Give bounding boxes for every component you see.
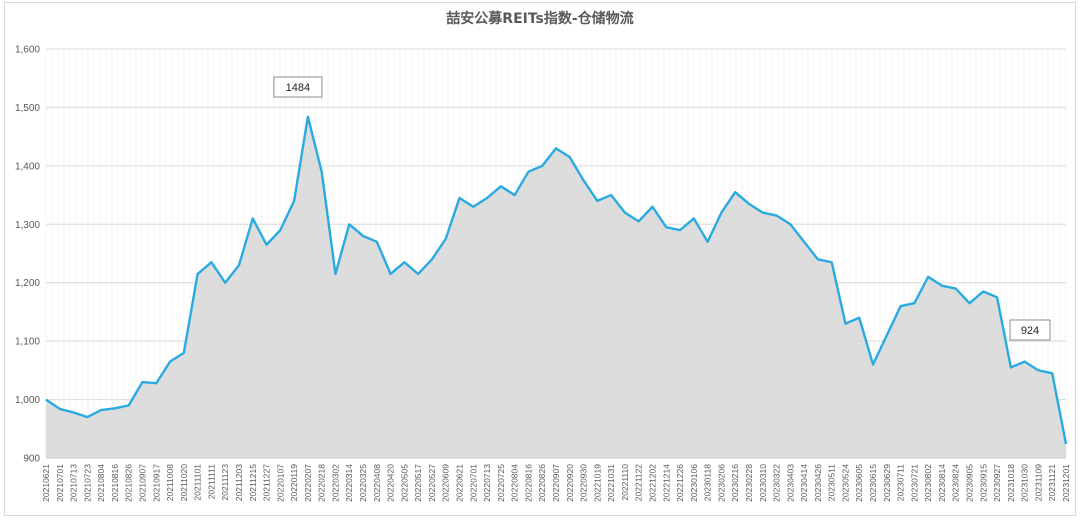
annotation-box: [1009, 319, 1051, 341]
x-tick-label: 20231109: [1033, 464, 1043, 501]
x-tick-label: 20211123: [220, 464, 230, 501]
x-tick-label: 20220930: [579, 464, 589, 502]
x-tick-label: 20230228: [744, 464, 754, 502]
x-tick-label: 20220119: [289, 464, 299, 501]
x-tick-label: 20220621: [455, 464, 465, 502]
x-tick-label: 20220408: [372, 464, 382, 502]
x-tick-label: 20211020: [179, 464, 189, 501]
x-tick-label: 20221202: [647, 464, 657, 502]
annotation-label: 924: [1021, 325, 1039, 337]
x-tick-label: 20221031: [606, 464, 616, 502]
x-tick-label: 20230802: [923, 464, 933, 502]
x-tick-label: 20220725: [496, 464, 506, 502]
x-tick-label: 20211008: [165, 464, 175, 501]
x-tick-label: 20231030: [1020, 464, 1030, 502]
x-tick-label: 20230414: [799, 464, 809, 502]
x-tick-label: 20210816: [110, 464, 120, 502]
x-tick-label: 20230426: [813, 464, 823, 502]
x-tick-label: 20211111: [206, 464, 216, 500]
y-tick-label: 1,500: [15, 103, 40, 114]
x-tick-label: 20230322: [772, 464, 782, 502]
x-tick-label: 20210907: [137, 464, 147, 502]
x-tick-label: 20230905: [965, 464, 975, 502]
x-tick-label: 20211215: [248, 464, 258, 501]
y-tick-label: 1,600: [15, 45, 40, 56]
x-tick-label: 20220701: [468, 464, 478, 502]
x-tick-label: 20230206: [716, 464, 726, 502]
x-tick-label: 20220314: [344, 464, 354, 502]
x-tick-label: 20210826: [124, 464, 134, 502]
x-tick-label: 20210621: [41, 464, 51, 502]
series-area: [46, 116, 1066, 458]
y-tick-label: 1,400: [15, 161, 40, 172]
x-tick-label: 20210723: [82, 464, 92, 502]
x-tick-label: 20210701: [55, 464, 65, 502]
x-tick-label: 20220826: [537, 464, 547, 502]
x-tick-label: 20221214: [661, 464, 671, 502]
x-tick-label: 20230915: [978, 464, 988, 502]
x-tick-label: 20220420: [386, 464, 396, 502]
annotation-label: 1484: [286, 82, 310, 94]
x-tick-label: 20221110: [620, 464, 630, 501]
x-tick-label: 20211227: [262, 464, 272, 501]
x-tick-label: 20230605: [854, 464, 864, 502]
x-tick-label: 20220527: [427, 464, 437, 502]
x-tick-label: 20220207: [303, 464, 313, 502]
y-tick-label: 1,300: [15, 220, 40, 231]
y-tick-label: 900: [23, 454, 40, 465]
x-tick-label: 20230216: [730, 464, 740, 502]
x-tick-label: 20210713: [69, 464, 79, 502]
x-tick-label: 20210917: [151, 464, 161, 502]
x-tick-label: 20230511: [827, 464, 837, 501]
x-axis-ticks: 20210621 20210701 20210713 20210723 20210804…: [41, 464, 1071, 502]
x-tick-label: 20230310: [758, 464, 768, 502]
x-tick-label: 20220713: [482, 464, 492, 502]
x-tick-label: 20230824: [951, 464, 961, 502]
x-tick-label: 20230629: [882, 464, 892, 502]
x-tick-label: 20220517: [413, 464, 423, 502]
x-tick-label: 20221019: [592, 464, 602, 502]
series-line: [45, 115, 1068, 445]
annotations: 1484 924: [273, 76, 1051, 341]
x-tick-label: 20230711: [896, 464, 906, 501]
x-tick-label: 20211203: [234, 464, 244, 501]
x-tick-label: 20220107: [275, 464, 285, 502]
x-tick-label: 20230524: [840, 464, 850, 502]
y-tick-label: 1,100: [15, 337, 40, 348]
y-tick-label: 1,200: [15, 278, 40, 289]
x-tick-label: 20230721: [909, 464, 919, 502]
x-tick-label: 20210804: [96, 464, 106, 502]
x-tick-label: 20211101: [193, 464, 203, 501]
x-tick-label: 20220325: [358, 464, 368, 502]
x-tick-label: 20220920: [565, 464, 575, 502]
x-tick-label: 20231121: [1047, 464, 1057, 501]
x-tick-label: 20230927: [992, 464, 1002, 502]
annotation-box: [273, 76, 323, 98]
x-tick-label: 20220218: [317, 464, 327, 502]
x-tick-label: 20231201: [1061, 464, 1071, 502]
y-tick-label: 1,000: [15, 395, 40, 406]
chart-title: 喆安公募REITs指数-仓储物流: [446, 11, 634, 27]
x-tick-label: 20230814: [937, 464, 947, 502]
x-tick-label: 20230615: [868, 464, 878, 502]
x-tick-label: 20220505: [399, 464, 409, 502]
x-tick-label: 20230118: [703, 464, 713, 501]
x-tick-label: 20220907: [551, 464, 561, 502]
x-tick-label: 20230106: [689, 464, 699, 502]
x-tick-label: 20221226: [675, 464, 685, 502]
x-tick-label: 20231018: [1006, 464, 1016, 502]
x-tick-label: 20220609: [441, 464, 451, 502]
x-tick-label: 20220804: [510, 464, 520, 502]
x-tick-label: 20220816: [523, 464, 533, 502]
x-tick-label: 20220302: [330, 464, 340, 502]
x-tick-label: 20221122: [634, 464, 644, 501]
x-tick-label: 20230403: [785, 464, 795, 502]
y-axis-ticks: 900 1,000 1,100 1,200 1,300 1,400 1,500 1,600: [15, 45, 40, 465]
